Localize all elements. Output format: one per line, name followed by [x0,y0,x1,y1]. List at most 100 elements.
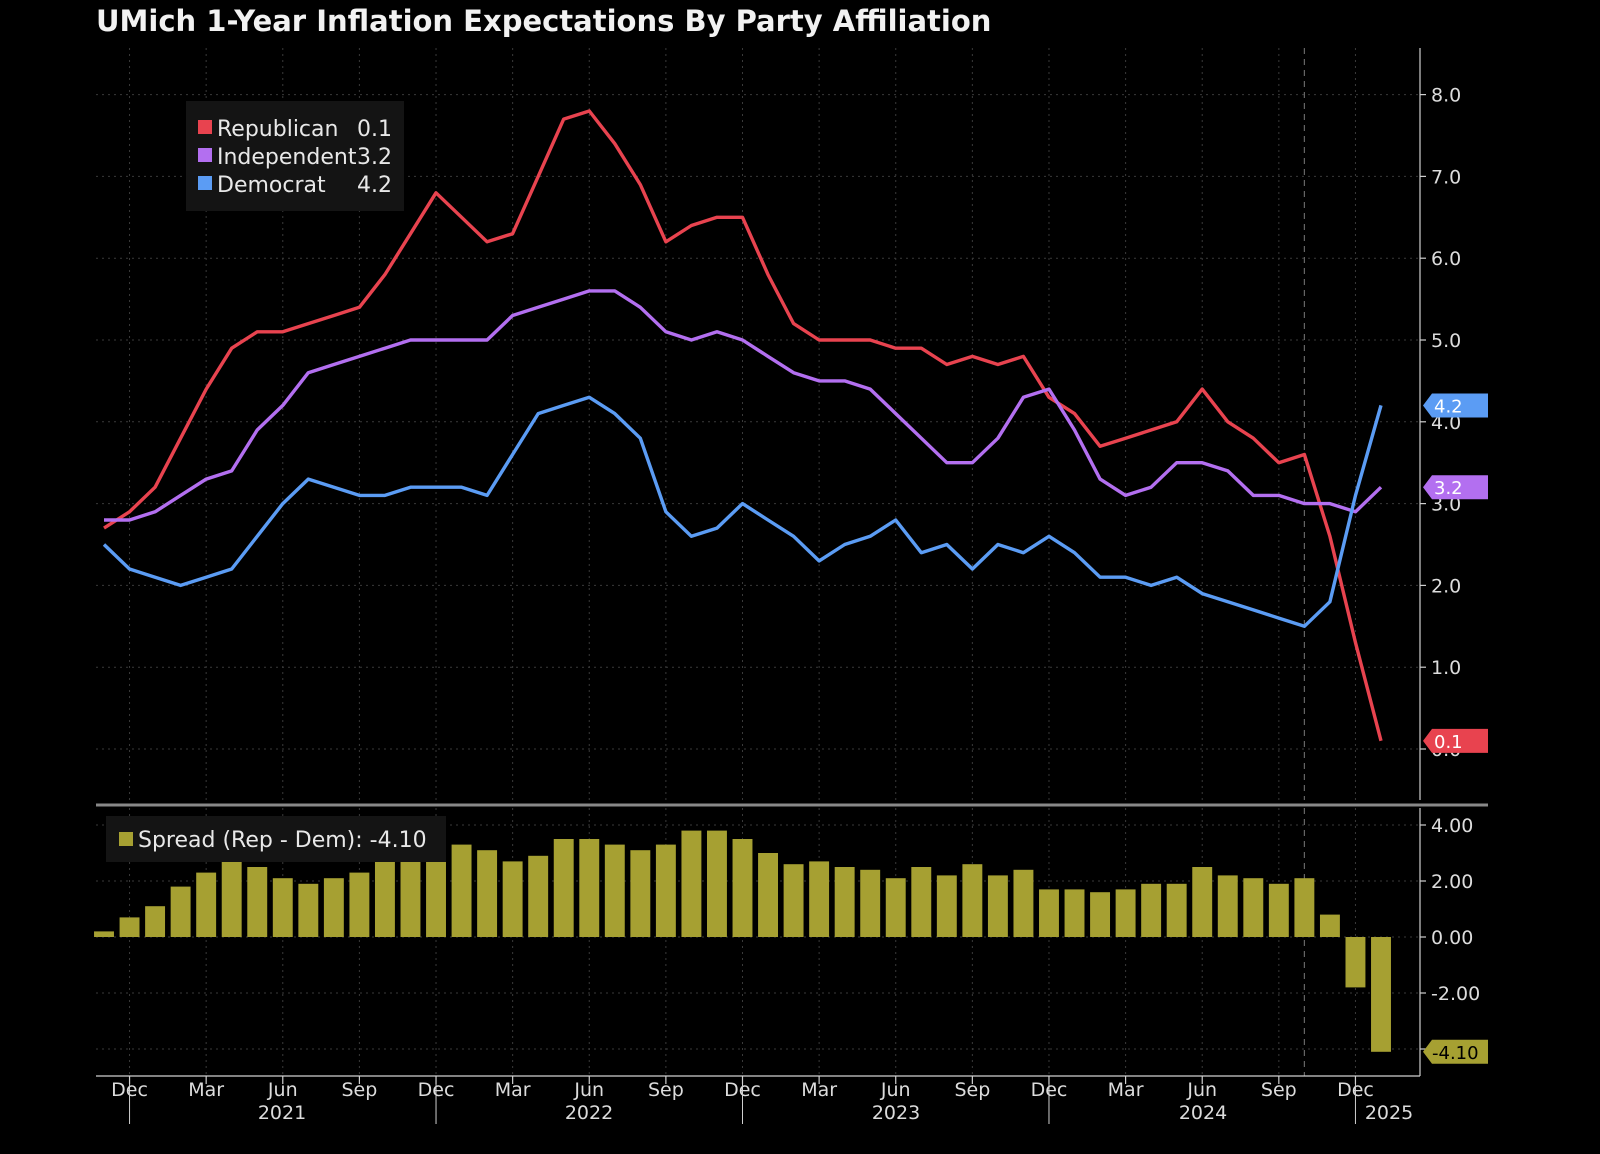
x-tick-label: Mar [1108,1079,1144,1101]
upper-gridlines [96,48,1420,800]
legend-value-independent: 3.2 [357,145,392,170]
legend-label-spread: Spread (Rep - Dem): -4.10 [138,828,427,853]
x-tick-label: Mar [801,1079,837,1101]
last-value-tag-independent: 3.2 [1423,475,1488,500]
legend-swatch-democrat [198,176,212,190]
x-year-label: 2023 [872,1102,920,1124]
legend-swatch-independent [198,148,212,162]
spread-bar [962,864,983,937]
legend-label-republican: Republican [217,117,338,142]
y-tick-label: 4.00 [1431,815,1473,837]
spread-bar [272,878,293,937]
spread-bar [1345,937,1366,988]
spread-bar [502,861,523,937]
spread-bar [911,867,932,937]
spread-bar [604,844,625,937]
legend-label-independent: Independent [217,145,357,170]
spread-bar [323,878,344,937]
legend-value-democrat: 4.2 [357,173,392,198]
spread-bar [119,917,140,937]
spread-bar [1141,883,1162,937]
x-tick-label: Jun [880,1079,911,1101]
spread-bar [247,867,268,937]
legend-background [106,816,446,862]
y-tick-label: 2.00 [1431,871,1473,893]
spread-bar [1319,914,1340,937]
legend-background [186,101,404,211]
x-tick-label: Sep [648,1079,684,1101]
spread-bar [553,839,574,937]
spread-bar [681,830,702,937]
spread-bar [1039,889,1059,937]
spread-bar [1294,878,1315,937]
spread-bar [936,875,957,937]
spread-bar [1192,867,1213,937]
spread-bar [477,850,498,937]
x-tick-label: Jun [267,1079,298,1101]
spread-bar [349,872,370,937]
x-year-label: 2022 [565,1102,613,1124]
legend-label-democrat: Democrat [217,173,326,198]
spread-bar [630,850,651,937]
tag-text: -4.10 [1432,1043,1479,1064]
y-tick-label: -2.00 [1431,983,1480,1005]
y-tick-label: 6.0 [1431,248,1461,270]
spread-bar [834,867,855,937]
spread-bar [298,883,319,937]
spread-bar [1268,883,1289,937]
lower-legend: Spread (Rep - Dem): -4.10 [106,816,446,862]
spread-bar [706,830,727,937]
tag-text: 0.1 [1434,732,1463,753]
tag-background [1423,728,1488,753]
tag-text: 4.2 [1434,396,1463,417]
y-tick-label: 1.0 [1431,657,1461,679]
tag-background [1423,1039,1488,1064]
x-tick-label: Sep [954,1079,990,1101]
x-tick-label: Jun [1186,1079,1217,1101]
x-tick-label: Sep [1261,1079,1297,1101]
spread-bar [1243,878,1264,937]
spread-bar [374,861,395,937]
last-value-tag-republican: 0.1 [1423,728,1488,753]
spread-bar [732,839,753,937]
x-tick-label: Mar [495,1079,531,1101]
x-year-label: 2024 [1179,1102,1227,1124]
spread-bar [1115,889,1136,937]
spread-bar [809,861,830,937]
spread-bar [655,844,676,937]
y-tick-label: 8.0 [1431,85,1461,107]
spread-bar [1217,875,1238,937]
series-line-independent [104,289,1383,522]
spread-bar [885,878,906,937]
tag-background [1423,393,1488,418]
legend-swatch-spread [119,832,133,846]
spread-bar [196,872,217,937]
series-line-republican [103,109,1383,742]
x-tick-label: Jun [573,1079,604,1101]
spread-bar [1371,937,1391,1052]
last-value-tag-spread: -4.10 [1423,1039,1488,1064]
spread-bar [400,850,421,937]
x-year-label: 2025 [1365,1102,1413,1124]
spread-bar [860,869,881,937]
spread-bar [783,864,804,937]
spread-bar [528,855,549,937]
legend-value-republican: 0.1 [357,117,392,142]
spread-bar [451,844,472,937]
x-tick-label: Sep [341,1079,377,1101]
last-value-tag-democrat: 4.2 [1423,393,1488,418]
axes: 8.07.06.05.04.03.02.01.00.04.002.000.00-… [96,48,1488,1124]
spread-bar [221,861,242,937]
spread-bar [987,875,1008,937]
chart-title: UMich 1-Year Inflation Expectations By P… [96,4,992,38]
y-tick-label: 5.0 [1431,330,1461,352]
x-year-label: 2021 [258,1102,306,1124]
y-tick-label: 0.00 [1431,927,1473,949]
series-line-democrat [102,395,1383,628]
upper-plot [102,109,1383,742]
tag-background [1423,475,1488,500]
spread-bar [1166,883,1187,937]
y-tick-label: 2.0 [1431,575,1461,597]
